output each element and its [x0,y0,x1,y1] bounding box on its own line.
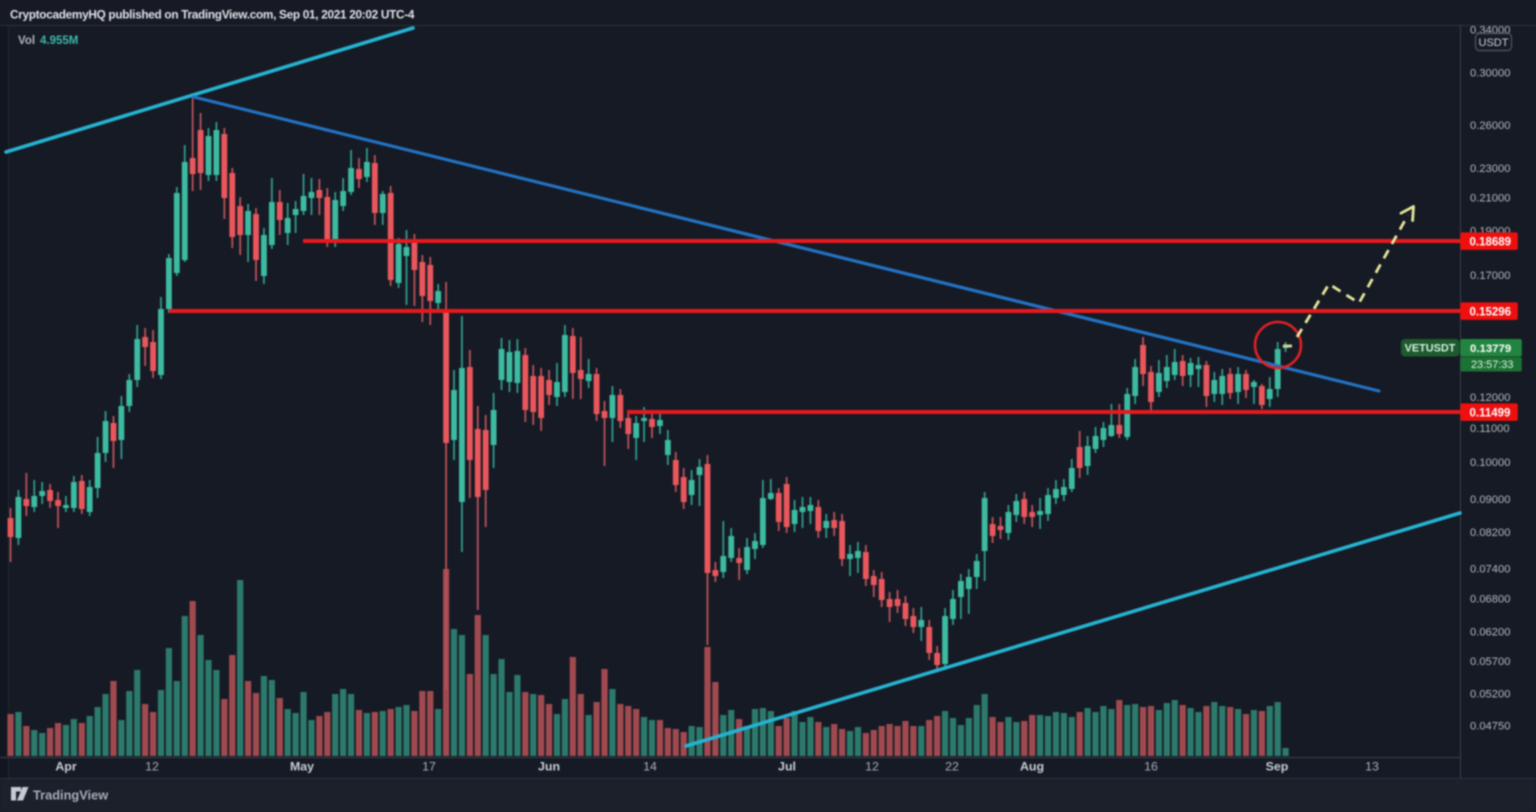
svg-text:0.07400: 0.07400 [1470,564,1510,576]
svg-text:Aug: Aug [1020,760,1044,774]
svg-text:16: 16 [1144,760,1158,774]
svg-text:0.09000: 0.09000 [1470,494,1510,506]
svg-text:VETUSDT: VETUSDT [1405,343,1456,355]
svg-text:0.04750: 0.04750 [1470,721,1510,733]
svg-text:CryptocademyHQ published on Tr: CryptocademyHQ published on TradingView.… [10,8,415,22]
svg-text:12: 12 [145,760,159,774]
svg-text:Vol: Vol [18,35,35,47]
svg-text:0.23000: 0.23000 [1470,163,1510,175]
svg-text:Jul: Jul [778,760,796,774]
svg-text:Sep: Sep [1266,760,1289,774]
svg-text:13: 13 [1365,760,1379,774]
svg-text:0.18689: 0.18689 [1470,236,1512,248]
svg-text:0.11000: 0.11000 [1470,423,1510,435]
svg-text:0.05700: 0.05700 [1470,656,1510,668]
svg-text:0.15296: 0.15296 [1470,306,1512,318]
svg-text:12: 12 [865,760,879,774]
svg-text:23:57:33: 23:57:33 [1471,359,1513,371]
svg-text:0.06800: 0.06800 [1470,594,1510,606]
svg-text:0.08200: 0.08200 [1470,527,1510,539]
svg-text:17: 17 [422,760,436,774]
svg-text:0.06200: 0.06200 [1470,627,1510,639]
svg-text:4.955M: 4.955M [40,35,78,47]
svg-text:0.11499: 0.11499 [1470,407,1511,419]
svg-text:0.10000: 0.10000 [1470,457,1510,469]
svg-text:USDT: USDT [1479,37,1509,49]
svg-text:0.26000: 0.26000 [1470,120,1510,132]
svg-text:0.13779: 0.13779 [1470,343,1511,355]
svg-text:Jun: Jun [538,760,560,774]
svg-text:TradingView: TradingView [33,788,108,803]
svg-text:0.21000: 0.21000 [1470,193,1510,205]
svg-text:0.05200: 0.05200 [1470,689,1510,701]
svg-text:14: 14 [643,760,657,774]
svg-text:Apr: Apr [55,760,77,774]
svg-text:22: 22 [945,760,959,774]
svg-text:0.30000: 0.30000 [1470,68,1510,80]
svg-text:0.17000: 0.17000 [1470,270,1510,282]
svg-text:0.12000: 0.12000 [1470,392,1510,404]
svg-text:May: May [290,760,314,774]
